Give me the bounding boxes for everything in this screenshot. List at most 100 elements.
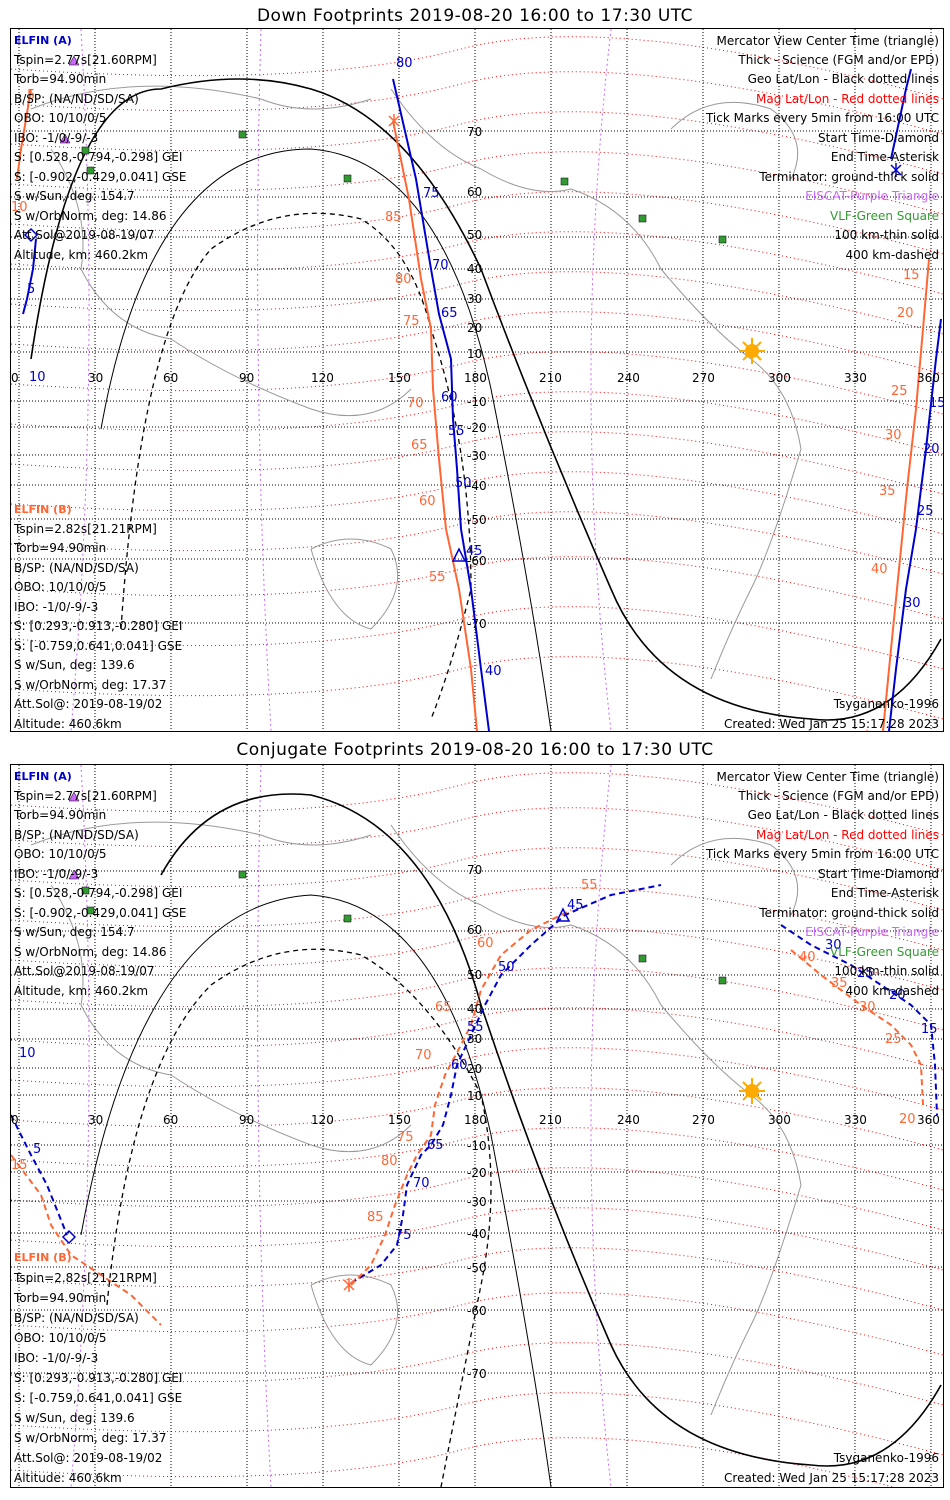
elfin-b-obo: OBO: 10/10/0/5	[14, 1331, 107, 1345]
a-track-tick: 30	[825, 938, 842, 953]
lon-tick: 150	[388, 371, 411, 385]
elfin-a-center-triangle	[451, 547, 467, 562]
map-canvas-conjugate	[11, 765, 943, 1487]
legend-line: VLF-Green Square	[830, 209, 939, 223]
elfin-a-ibo: IBO: -1/0/-9/-3	[14, 131, 99, 145]
elfin-a-altitude: Altitude, km: 460.2km	[14, 984, 149, 998]
legend-line: Mag Lat/Lon - Red dotted lines	[755, 92, 939, 106]
lat-tick: -70	[467, 617, 487, 631]
a-track-tick: 65	[427, 1138, 444, 1153]
lon-tick: 60	[163, 1113, 179, 1127]
elfin-a-obo: OBO: 10/10/0/5	[14, 111, 107, 125]
lat-tick: -30	[467, 449, 487, 463]
lon-tick: 120	[311, 371, 334, 385]
lon-tick: 360	[917, 1113, 940, 1127]
elfin-a-altitude: Altitude, km: 460.2km	[14, 248, 149, 262]
a-track-tick: 80	[396, 56, 413, 71]
elfin-b-tspin: Tspin=2.82s[21.21RPM]	[14, 522, 157, 536]
eiscat-markers	[68, 791, 80, 880]
b-track-tick: 55	[429, 570, 446, 585]
lon-tick: 270	[692, 371, 715, 385]
legend-line: VLF-Green Square	[830, 945, 939, 959]
lon-tick: 60	[163, 371, 179, 385]
b-track-tick: 70	[415, 1048, 432, 1063]
track-markers	[61, 907, 571, 1292]
b-track-tick: 80	[395, 272, 412, 287]
b-track-tick: 85	[367, 1210, 384, 1225]
elfin-a-obo: OBO: 10/10/0/5	[14, 847, 107, 861]
elfin-b-altitude: Altitude: 460.6km	[14, 717, 122, 731]
elfin-a-s-orb: S w/OrbNorm, deg: 14.86	[14, 209, 167, 223]
lon-tick: 180	[464, 371, 487, 385]
legend-line: Mercator View Center Time (triangle)	[716, 770, 939, 784]
elfin-a-tspin: Tspin=2.77s[21.60RPM]	[14, 53, 157, 67]
legend-line: Tick Marks every 5min from 16:00 UTC	[705, 847, 939, 861]
b-track-tick: 20	[897, 306, 914, 321]
sun-icon	[739, 1078, 765, 1104]
terminator	[80, 793, 942, 1487]
track-markers	[23, 114, 902, 731]
elfin-b-torb: Torb=94.90min	[14, 541, 107, 555]
a-track-tick: 50	[455, 476, 472, 491]
lat-tick: 20	[467, 321, 483, 335]
b-track-tick: 25	[891, 384, 908, 399]
elfin-a-track	[11, 884, 938, 1284]
legend-line: Thick - Science (FGM and/or EPD)	[738, 789, 939, 803]
elfin-b-name: ELFIN (B)	[14, 1251, 72, 1264]
created-label: Created: Wed Jan 25 15:17:28 2023	[724, 1471, 939, 1485]
eiscat-meridians	[70, 29, 612, 731]
elfin-b-s-gse: S: [-0.759,0.641,0.041] GSE	[14, 639, 183, 653]
elfin-a-torb: Torb=94.90min	[14, 72, 107, 86]
lat-tick: -40	[467, 1227, 487, 1241]
elfin-a-bsp: B/SP: (NA/ND/SD/SA)	[14, 828, 139, 842]
elfin-b-s-gse: S: [-0.759,0.641,0.041] GSE	[14, 1391, 183, 1405]
elfin-b-s-orb: S w/OrbNorm, deg: 17.37	[14, 1431, 167, 1445]
legend-line: EISCAT-Purple Triangle	[805, 189, 939, 203]
lon-tick: 300	[768, 1113, 791, 1127]
lon-tick: 300	[768, 371, 791, 385]
b-track-tick: 60	[419, 494, 436, 509]
legend-line: Terminator: ground-thick solid	[759, 906, 939, 920]
elfin-a-track	[22, 68, 942, 731]
a-track-tick: 55	[467, 1020, 484, 1035]
lon-tick: 0	[11, 371, 19, 385]
legend-line: Mag Lat/Lon - Red dotted lines	[755, 828, 939, 842]
lat-tick: 30	[467, 292, 483, 306]
a-track-tick: 10	[19, 1046, 36, 1061]
elfin-a-s-gse: S: [-0.902,-0.429,0.041] GSE	[14, 906, 187, 920]
a-track-tick: 40	[485, 664, 502, 679]
legend-line: Thick - Science (FGM and/or EPD)	[738, 53, 939, 67]
elfin-a-s-orb: S w/OrbNorm, deg: 14.86	[14, 945, 167, 959]
b-track-tick: 70	[407, 396, 424, 411]
b-track-tick: 85	[385, 210, 402, 225]
elfin-a-name: ELFIN (A)	[14, 770, 72, 783]
a-track-tick: 50	[498, 960, 515, 975]
elfin-a-attsol: Att.Sol@2019-08-19/07	[14, 228, 155, 242]
a-track-tick: 10	[29, 370, 46, 385]
a-track-tick: 65	[441, 306, 458, 321]
lon-tick: 240	[617, 1113, 640, 1127]
map-canvas-down	[11, 29, 943, 731]
elfin-b-altitude: Altitude: 460.6km	[14, 1471, 122, 1485]
legend-line: EISCAT-Purple Triangle	[805, 925, 939, 939]
elfin-a-s-gse: S: [-0.902,-0.429,0.041] GSE	[14, 170, 187, 184]
legend-line: 400 km-dashed	[845, 248, 939, 262]
lat-tick: 40	[467, 1002, 483, 1016]
a-track-tick: 70	[432, 258, 449, 273]
legend-line: End Time-Asterisk	[830, 886, 939, 900]
elfin-a-attsol: Att.Sol@2019-08-19/07	[14, 964, 155, 978]
lat-tick: 30	[467, 1032, 483, 1046]
elfin-b-attsol: Att.Sol@: 2019-08-19/02	[14, 1451, 163, 1465]
map-panel-conjugate: 0 30 60 90 120 150 180 210 240 270 300 3…	[10, 764, 944, 1488]
a-track-tick: 45	[567, 898, 584, 913]
a-track-tick: 15	[929, 396, 944, 411]
b-track-tick: 10	[11, 200, 28, 215]
lat-tick: 10	[467, 347, 483, 361]
vlf-stations	[81, 130, 727, 244]
lat-tick: 60	[467, 923, 483, 937]
lon-tick: 360	[917, 371, 940, 385]
elfin-b-track	[16, 88, 930, 731]
legend-line: 400 km-dashed	[845, 984, 939, 998]
a-track-tick: 15	[921, 1022, 938, 1037]
model-label: Tsyganenko-1996	[833, 697, 939, 711]
